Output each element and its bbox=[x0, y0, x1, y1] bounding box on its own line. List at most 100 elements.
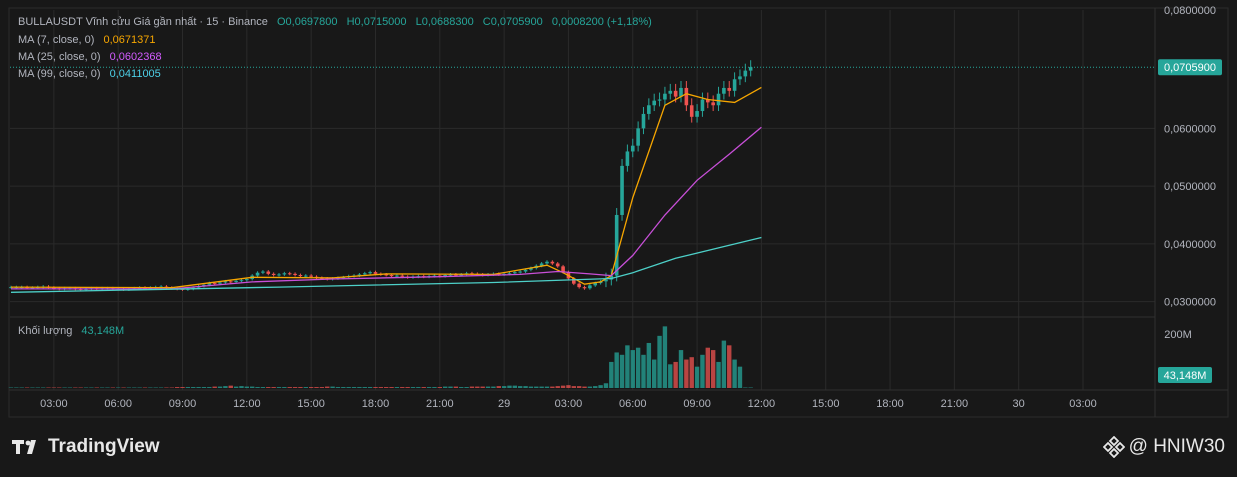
time-tick-label: 18:00 bbox=[362, 398, 390, 410]
volume-bar bbox=[357, 387, 362, 388]
candle-body bbox=[304, 275, 308, 277]
volume-bar bbox=[475, 386, 480, 388]
candle-body bbox=[679, 87, 683, 97]
candle-body bbox=[523, 269, 528, 272]
volume-bar bbox=[587, 386, 593, 388]
candle-body bbox=[282, 273, 287, 275]
axes: 0,0600000 0,0500000 0,0400000 0,0300000 0,08… bbox=[10, 5, 1222, 410]
volume-bars bbox=[8, 326, 753, 388]
volume-bar bbox=[507, 385, 512, 388]
volume-bar bbox=[330, 386, 335, 388]
candle-body bbox=[513, 272, 517, 274]
volume-bar bbox=[207, 387, 212, 388]
candle-body bbox=[30, 287, 35, 289]
volume-bar bbox=[550, 386, 555, 388]
volume-bar bbox=[325, 386, 330, 388]
candle-body bbox=[614, 214, 619, 276]
volume-bar bbox=[518, 386, 523, 388]
volume-badge-label: 43,148M bbox=[1164, 370, 1207, 382]
volume-bar bbox=[410, 387, 416, 388]
candle-body bbox=[657, 99, 662, 101]
ohlc-high: H0,0715000 bbox=[346, 16, 407, 28]
time-tick-label: 06:00 bbox=[619, 398, 647, 410]
candle-body bbox=[362, 273, 367, 275]
candle-body bbox=[652, 100, 656, 106]
volume-bar bbox=[721, 340, 727, 388]
price-tick-label: 0,0300000 bbox=[1164, 297, 1216, 309]
candle-body bbox=[738, 76, 742, 80]
symbol-title[interactable]: BULLAUSDT Vĩnh cửu Giá gần nhất · 15 · B… bbox=[18, 16, 268, 28]
time-tick-label: 15:00 bbox=[812, 398, 840, 410]
time-tick-label: 15:00 bbox=[297, 398, 325, 410]
tradingview-icon bbox=[12, 438, 42, 456]
volume-badge bbox=[1158, 367, 1212, 383]
volume-bar bbox=[367, 387, 373, 388]
volume-bar bbox=[228, 385, 233, 388]
candle-body bbox=[572, 278, 576, 284]
binance-diamond-icon bbox=[1102, 435, 1125, 459]
volume-bar bbox=[432, 387, 437, 388]
candle-body bbox=[748, 67, 753, 71]
candle-body bbox=[641, 113, 646, 129]
volume-axis-label: 200M bbox=[1164, 329, 1192, 341]
volume-bar bbox=[394, 387, 400, 388]
volume-bar bbox=[448, 386, 453, 388]
volume-bar bbox=[260, 387, 266, 388]
volume-bar bbox=[544, 386, 550, 388]
volume-bar bbox=[737, 366, 743, 388]
candle-body bbox=[202, 284, 206, 286]
volume-bar bbox=[426, 387, 432, 388]
time-tick-label: 12:00 bbox=[233, 398, 261, 410]
volume-bar bbox=[459, 387, 464, 388]
candle-body bbox=[550, 261, 555, 264]
candle-body bbox=[561, 266, 565, 273]
volume-bar bbox=[453, 386, 459, 388]
candle-body bbox=[357, 274, 362, 276]
ma99-legend[interactable]: MA (99, close, 0) 0,0411005 bbox=[18, 68, 167, 80]
volume-bar bbox=[239, 386, 244, 388]
volume-bar bbox=[400, 387, 405, 388]
volume-bar bbox=[710, 350, 716, 388]
ma25-label: MA (25, close, 0) bbox=[18, 51, 101, 63]
ma25-legend[interactable]: MA (25, close, 0) 0,0602368 bbox=[18, 51, 168, 63]
ohlc-low: L0,0688300 bbox=[415, 16, 474, 28]
candle-body bbox=[620, 165, 624, 215]
volume-bar bbox=[603, 383, 609, 388]
ma7-legend[interactable]: MA (7, close, 0) 0,0671371 bbox=[18, 34, 161, 46]
candle-body bbox=[609, 275, 614, 280]
time-tick-label: 30 bbox=[1013, 398, 1025, 410]
volume-bar bbox=[308, 387, 314, 388]
candle-body bbox=[716, 93, 721, 106]
price-tick-label: 0,0500000 bbox=[1164, 181, 1216, 193]
volume-bar bbox=[421, 387, 426, 388]
candle-body bbox=[255, 272, 260, 276]
candle-body bbox=[271, 273, 276, 276]
volume-bar bbox=[528, 386, 534, 388]
volume-value: 43,148M bbox=[81, 325, 125, 337]
candle-body bbox=[52, 287, 56, 289]
candle-body bbox=[212, 283, 217, 285]
volume-bar bbox=[271, 387, 276, 388]
candle-body bbox=[341, 277, 346, 279]
volume-legend[interactable]: Khối lượng 43,148M bbox=[18, 325, 130, 337]
candle-body bbox=[277, 274, 281, 276]
volume-bar bbox=[491, 386, 496, 388]
candle-body bbox=[496, 273, 501, 275]
candle-body bbox=[432, 275, 437, 277]
candle-body bbox=[711, 102, 715, 106]
volume-bar bbox=[625, 345, 630, 388]
volume-bar bbox=[582, 386, 587, 388]
volume-bar bbox=[598, 385, 603, 388]
volume-bar bbox=[630, 350, 635, 388]
volume-bar bbox=[266, 387, 271, 388]
volume-bar bbox=[341, 387, 346, 388]
volume-bar bbox=[244, 386, 250, 388]
volume-bar bbox=[180, 387, 185, 388]
candle-body bbox=[727, 87, 732, 91]
volume-label: Khối lượng bbox=[18, 325, 73, 337]
candle-body bbox=[395, 275, 399, 277]
tradingview-logo[interactable]: TradingView bbox=[12, 436, 160, 458]
candle-body bbox=[668, 90, 673, 94]
